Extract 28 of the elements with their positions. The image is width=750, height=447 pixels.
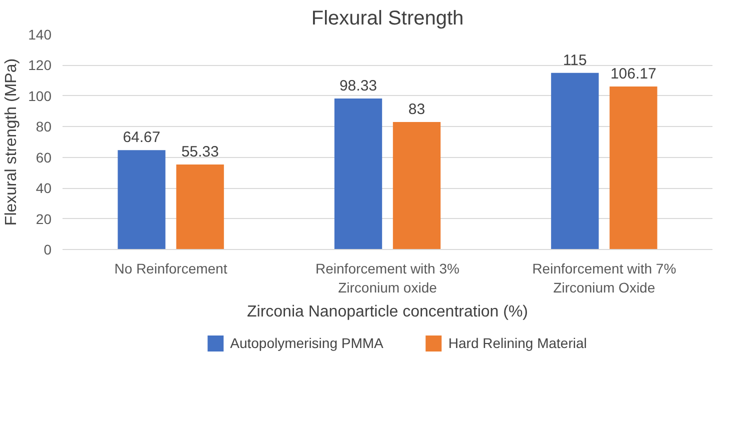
y-axis-title: Flexural strength (MPa) [3,58,20,226]
bar [610,86,658,250]
data-label: 64.67 [122,129,160,146]
x-tick-label: Reinforcement with 3% Zirconium oxide [316,260,460,296]
chart-title: Flexural Strength [311,8,464,30]
data-label: 98.33 [339,77,378,94]
y-tick-label: 60 [36,149,52,166]
x-tick-label: Reinforcement with 7% Zirconium Oxide [532,260,676,296]
x-tick-label: No Reinforcement [114,260,228,276]
bar [392,122,441,250]
y-tick-label: 80 [36,118,52,135]
data-label: 83 [408,101,426,118]
y-tick-label: 40 [36,180,52,196]
y-tick-label: 100 [28,88,52,104]
legend-label: Autopolymerising PMMA [230,335,384,351]
bar [176,164,224,250]
y-tick-label: 120 [28,57,52,74]
x-axis-title: Zirconia Nanoparticle concentration (%) [246,304,528,321]
y-tick-label: 20 [36,210,52,227]
bar [551,72,599,250]
y-tick-label: 0 [44,242,52,258]
data-label: 115 [562,52,587,69]
bar [118,150,166,250]
data-label: 55.33 [181,144,219,161]
bar [334,98,382,250]
data-label: 106.17 [610,65,656,82]
y-tick-label: 140 [28,26,52,42]
legend-label: Hard Relining Material [448,335,587,351]
